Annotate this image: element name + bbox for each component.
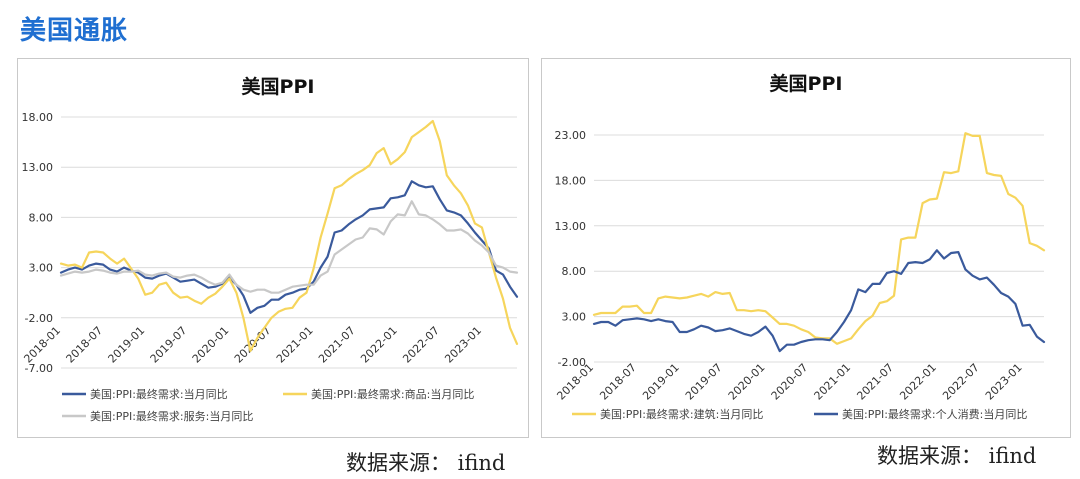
x-tick-label: 2019-01 (640, 361, 682, 403)
series-line (592, 132, 1046, 345)
x-tick-label: 2018-07 (64, 324, 106, 366)
x-tick-label: 2020-07 (769, 361, 811, 403)
y-tick-label: -2.00 (25, 312, 53, 325)
x-tick-label: 2018-01 (21, 324, 63, 366)
x-tick-label: 2021-07 (854, 361, 896, 403)
chart-panel-left: 美国PPI 18.00 13.00 8.00 3.00 -2.00 -7.00 2018-01… (17, 58, 529, 438)
x-tick-label: 2022-01 (897, 361, 939, 403)
y-tick-label: 8.00 (562, 265, 587, 278)
x-tick-label: 2021-01 (812, 361, 854, 403)
x-tick-label: 2023-01 (442, 324, 484, 366)
y-tick-label: 23.00 (555, 129, 587, 142)
chart-panel-right: 美国PPI 23.00 18.00 13.00 8.00 3.00 -2.00 2018-01… (541, 58, 1071, 438)
y-tick-label: 3.00 (29, 262, 54, 275)
x-tick-label: 2021-01 (274, 324, 316, 366)
y-tick-label: 13.00 (555, 220, 587, 233)
legend-label: 美国:PPI:最终需求:当月同比 (90, 387, 228, 401)
legend-label: 美国:PPI:最终需求:服务:当月同比 (90, 409, 253, 423)
x-tick-label: 2019-07 (683, 361, 725, 403)
ppi-chart-left: 美国PPI 18.00 13.00 8.00 3.00 -2.00 -7.002018-01… (21, 75, 519, 423)
x-tick-label: 2022-07 (400, 324, 442, 366)
ppi-chart-right: 美国PPI23.0018.0013.008.003.00-2.002018-01… (554, 72, 1046, 421)
x-tick-label: 2022-07 (940, 361, 982, 403)
y-tick-label: 8.00 (29, 211, 54, 224)
y-tick-label: 18.00 (555, 174, 587, 187)
source-note-left: 数据来源： ifind (346, 451, 506, 475)
x-tick-label: 2022-01 (358, 324, 400, 366)
y-tick-label: -2.00 (558, 356, 586, 369)
x-tick-label: 2019-07 (148, 324, 190, 366)
series-line (59, 180, 519, 314)
x-tick-label: 2023-01 (983, 361, 1025, 403)
legend-label: 美国:PPI:最终需求:个人消费:当月同比 (842, 407, 1027, 421)
chart-title: 美国PPI (770, 72, 843, 95)
y-tick-label: -7.00 (25, 362, 53, 375)
series-line (59, 200, 519, 294)
x-tick-label: 2018-07 (597, 361, 639, 403)
x-tick-label: 2020-01 (190, 324, 232, 366)
source-note-right: 数据来源： ifind (877, 444, 1037, 468)
series-line (59, 119, 519, 352)
x-tick-label: 2020-01 (726, 361, 768, 403)
y-tick-label: 3.00 (562, 311, 587, 324)
series-line (592, 249, 1046, 353)
x-tick-label: 2021-07 (316, 324, 358, 366)
y-tick-label: 18.00 (22, 111, 54, 124)
legend-label: 美国:PPI:最终需求:商品:当月同比 (311, 387, 474, 401)
page-title: 美国通胀 (20, 16, 129, 46)
legend-label: 美国:PPI:最终需求:建筑:当月同比 (600, 407, 763, 421)
x-tick-label: 2019-01 (106, 324, 148, 366)
y-tick-label: 13.00 (22, 161, 54, 174)
chart-title: 美国PPI (242, 75, 315, 98)
